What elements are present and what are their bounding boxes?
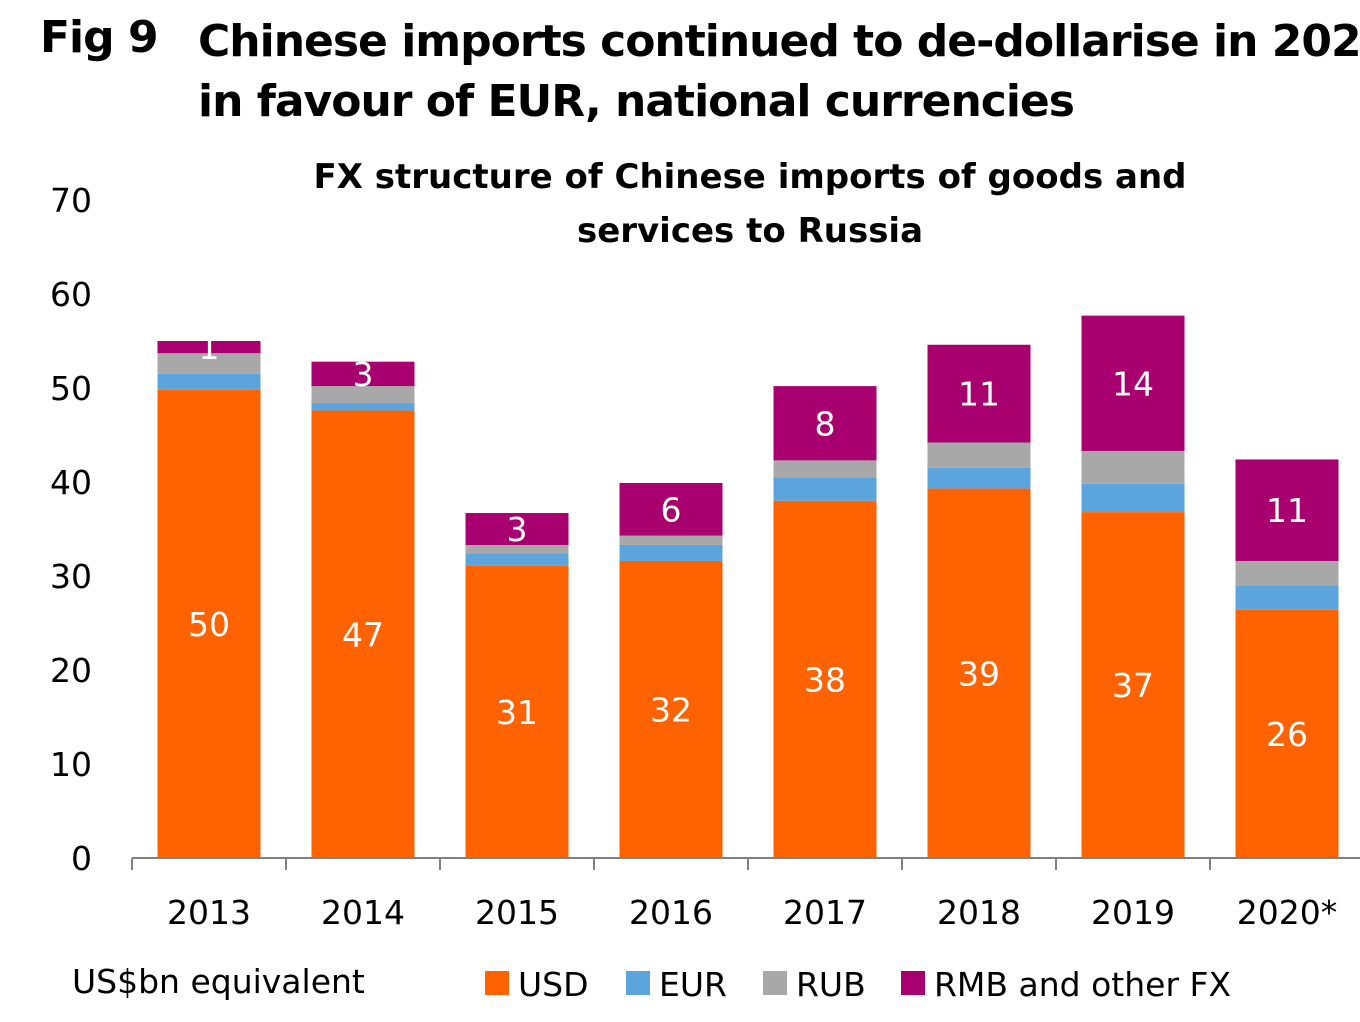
data-label: 39: [958, 654, 1000, 693]
figure-title-line-1: Chinese imports continued to de-dollaris…: [198, 16, 1360, 67]
bar-segment-rmb-and-other-fx: [1235, 459, 1339, 561]
data-label: 6: [661, 490, 682, 529]
unit-label: US$bn equivalent: [72, 962, 365, 1001]
y-tick-label: 60: [50, 275, 92, 314]
bar-segment-eur: [1235, 585, 1339, 610]
bar-segment-eur: [619, 544, 723, 561]
data-label: 38: [804, 660, 846, 699]
y-tick-label: 10: [50, 745, 92, 784]
y-tick-label: 50: [50, 369, 92, 408]
legend: USD EUR RUB RMB and other FX: [485, 965, 1231, 1004]
bar-segment-usd: [1081, 512, 1185, 858]
figure-title-line-2: in favour of EUR, national currencies: [198, 76, 1075, 127]
data-label: 47: [342, 615, 384, 654]
y-tick-label: 20: [50, 651, 92, 690]
legend-label: USD: [518, 965, 589, 1004]
x-tick-label: 2016: [629, 893, 713, 932]
bar-segment-rub: [311, 386, 415, 404]
x-tick-label: 2019: [1091, 893, 1175, 932]
data-label: 3: [353, 355, 374, 394]
y-tick-label: 0: [71, 839, 92, 878]
bar-segment-usd: [1235, 609, 1339, 858]
bar-segment-eur: [311, 403, 415, 411]
bar-segment-rub: [927, 442, 1031, 468]
x-tick-label: 2015: [475, 893, 559, 932]
figure-title: Chinese imports continued to de-dollaris…: [198, 12, 1360, 132]
bar-segment-rmb-and-other-fx: [157, 341, 261, 354]
bar-segment-usd: [619, 560, 723, 858]
bar-segment-rmb-and-other-fx: [1081, 315, 1185, 451]
bar-segment-rub: [465, 544, 569, 554]
legend-swatch: [485, 971, 509, 995]
x-tick-label: 2013: [167, 893, 251, 932]
bar-segment-rmb-and-other-fx: [927, 344, 1031, 443]
data-label: 32: [650, 690, 692, 729]
bar-segment-rub: [773, 460, 877, 478]
bar-segment-eur: [465, 553, 569, 566]
y-tick-label: 30: [50, 557, 92, 596]
data-label: 50: [188, 605, 230, 644]
legend-label: RMB and other FX: [934, 965, 1231, 1004]
chart-title-line-1: FX structure of Chinese imports of goods…: [313, 157, 1186, 197]
bar-segment-eur: [773, 477, 877, 501]
x-tick-label: 2017: [783, 893, 867, 932]
y-tick-label: 70: [50, 181, 92, 220]
data-label: 26: [1266, 715, 1308, 754]
x-tick-label: 2020*: [1237, 893, 1337, 932]
y-axis: 0 10 20 30 40 50 60 70: [50, 181, 92, 878]
bar-segment-rmb-and-other-fx: [619, 482, 723, 536]
legend-swatch: [901, 971, 925, 995]
bar-segment-rub: [157, 353, 261, 374]
legend-label: RUB: [796, 965, 866, 1004]
legend-label: EUR: [659, 965, 727, 1004]
x-tick-label: 2014: [321, 893, 405, 932]
bar-segment-eur: [927, 467, 1031, 489]
bar-segment-usd: [773, 500, 877, 858]
bar-segment-rub: [1081, 450, 1185, 484]
bar-segment-rub: [1235, 560, 1339, 586]
bar-segment-rmb-and-other-fx: [311, 361, 415, 387]
bar-segment-usd: [157, 389, 261, 858]
bar-segment-rmb-and-other-fx: [773, 386, 877, 461]
data-label: 11: [1266, 491, 1308, 530]
data-label: 3: [507, 510, 528, 549]
x-axis: 2013 2014 2015 2016 2017 2018 2019 2020*: [131, 857, 1360, 932]
bar-segment-rub: [619, 535, 723, 545]
bar-segment-usd: [311, 410, 415, 858]
data-label: 14: [1112, 364, 1154, 403]
bar-segment-eur: [157, 373, 261, 390]
bar-segment-eur: [1081, 483, 1185, 513]
chart-title-line-2: services to Russia: [577, 211, 923, 251]
data-label: 31: [496, 693, 538, 732]
figure-number: Fig 9: [40, 12, 159, 63]
x-tick-label: 2018: [937, 893, 1021, 932]
y-tick-label: 40: [50, 463, 92, 502]
data-label: 11: [958, 375, 1000, 414]
bar-segment-rmb-and-other-fx: [465, 513, 569, 545]
bars: 50 1 47 3 31 3 32 6 38 8 39 11 37 14 26 11: [157, 315, 1339, 858]
bar-segment-usd: [465, 565, 569, 858]
data-label: 1: [199, 328, 220, 367]
data-label: 37: [1112, 666, 1154, 705]
legend-swatch: [763, 971, 787, 995]
legend-swatch: [626, 971, 650, 995]
bar-segment-usd: [927, 488, 1031, 858]
data-label: 8: [815, 404, 836, 443]
